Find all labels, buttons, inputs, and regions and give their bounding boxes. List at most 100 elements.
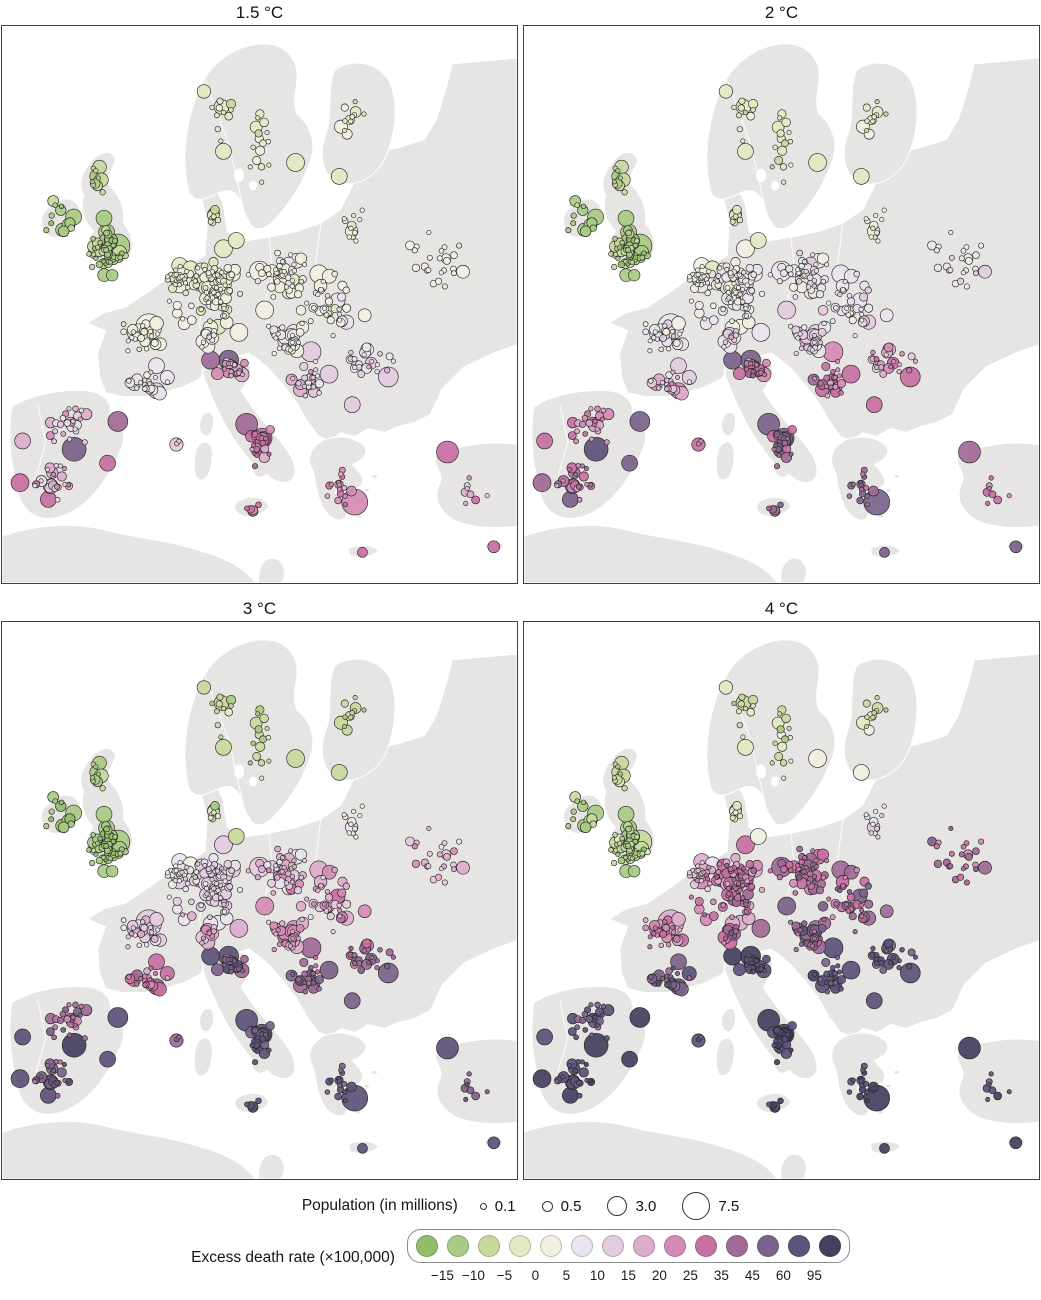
city-bubble xyxy=(801,920,808,927)
city-bubble xyxy=(751,919,771,938)
city-bubble xyxy=(316,390,322,396)
city-bubble xyxy=(180,912,186,918)
city-bubble xyxy=(247,164,253,170)
city-bubble xyxy=(795,267,801,273)
city-bubble xyxy=(352,364,358,370)
city-bubble xyxy=(582,1027,589,1033)
city-bubble xyxy=(651,931,657,937)
city-bubble xyxy=(342,127,348,133)
city-bubble xyxy=(724,862,730,868)
city-bubble xyxy=(777,1097,784,1105)
population-size-value: 7.5 xyxy=(718,1197,740,1215)
city-bubble xyxy=(214,868,220,874)
city-bubble xyxy=(307,318,314,325)
city-bubble xyxy=(788,919,794,925)
city-bubble xyxy=(833,305,839,311)
city-bubble xyxy=(743,305,749,311)
city-bubble xyxy=(425,863,432,870)
city-bubble xyxy=(390,358,396,364)
city-bubble xyxy=(222,962,228,968)
city-bubble xyxy=(733,367,746,381)
city-bubble xyxy=(319,960,339,980)
city-bubble xyxy=(879,966,888,974)
city-bubble xyxy=(570,816,577,823)
city-bubble xyxy=(130,925,137,931)
city-bubble xyxy=(808,153,827,172)
city-bubble xyxy=(120,924,128,932)
city-bubble xyxy=(148,357,165,375)
city-bubble xyxy=(576,1092,583,1099)
city-bubble xyxy=(259,775,265,781)
map-frame xyxy=(523,621,1040,1180)
city-bubble xyxy=(103,842,110,850)
city-bubble xyxy=(357,370,366,378)
excess-tick-row: −15 −10 −5 0 5 10 15 20 25 35 45 60 95 xyxy=(407,1266,850,1286)
city-bubble xyxy=(988,1071,994,1077)
city-bubble xyxy=(813,261,819,268)
city-bubble xyxy=(450,847,458,856)
city-bubble xyxy=(642,321,649,327)
city-bubble xyxy=(95,244,101,250)
city-bubble xyxy=(56,1067,67,1078)
city-bubble xyxy=(147,977,153,983)
city-bubble xyxy=(426,850,433,857)
city-bubble xyxy=(824,392,831,399)
city-bubble xyxy=(120,328,128,336)
city-bubble xyxy=(766,505,772,512)
city-bubble xyxy=(251,1026,259,1034)
city-bubble xyxy=(832,979,839,986)
city-bubble xyxy=(776,874,783,881)
city-bubble xyxy=(729,914,735,920)
city-bubble xyxy=(255,1097,262,1105)
city-bubble xyxy=(732,213,739,220)
city-bubble xyxy=(204,295,210,301)
color-swatch xyxy=(694,1235,717,1257)
city-bubble xyxy=(487,540,501,554)
city-bubble xyxy=(58,799,65,805)
city-bubble xyxy=(142,982,148,988)
city-bubble xyxy=(670,953,687,971)
city-bubble xyxy=(715,869,722,875)
city-bubble xyxy=(798,858,805,866)
city-bubble xyxy=(281,864,287,870)
city-bubble xyxy=(883,342,894,353)
city-bubble xyxy=(93,168,99,174)
city-bubble xyxy=(72,405,79,413)
city-bubble xyxy=(736,272,742,278)
city-bubble xyxy=(796,249,803,257)
city-bubble xyxy=(251,442,257,448)
city-bubble xyxy=(215,291,221,297)
city-bubble xyxy=(273,931,279,937)
city-bubble xyxy=(366,364,372,370)
city-bubble xyxy=(781,179,787,185)
city-bubble xyxy=(313,367,319,373)
city-bubble xyxy=(837,291,843,298)
city-bubble xyxy=(438,866,444,872)
city-bubble xyxy=(863,216,869,222)
city-bubble xyxy=(594,405,601,413)
city-bubble xyxy=(351,952,358,959)
city-bubble xyxy=(947,267,954,274)
city-bubble xyxy=(298,278,305,285)
city-bubble xyxy=(721,940,727,946)
city-bubble xyxy=(862,103,871,112)
city-bubble xyxy=(67,820,75,828)
city-bubble xyxy=(710,302,717,310)
city-bubble xyxy=(351,356,358,363)
city-bubble xyxy=(728,895,734,902)
city-bubble xyxy=(279,855,285,861)
city-bubble xyxy=(390,954,396,960)
city-bubble xyxy=(583,436,609,462)
city-bubble xyxy=(744,366,750,372)
city-bubble xyxy=(864,1089,870,1095)
city-bubble xyxy=(228,271,236,278)
city-bubble xyxy=(219,865,225,871)
city-bubble xyxy=(334,1092,342,1101)
city-bubble xyxy=(374,362,380,368)
city-bubble xyxy=(797,927,803,933)
city-bubble xyxy=(125,348,131,354)
city-bubble xyxy=(788,758,794,764)
city-bubble xyxy=(896,362,902,368)
city-bubble xyxy=(813,857,819,864)
city-bubble xyxy=(271,946,277,953)
